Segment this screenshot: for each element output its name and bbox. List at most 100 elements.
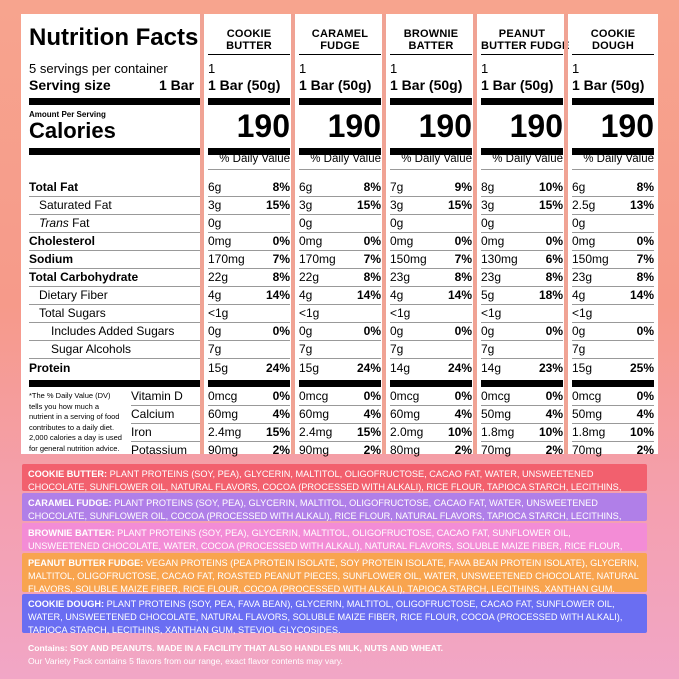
row-divider [29,322,201,323]
nutrient-amount: 15g [299,361,320,375]
row-divider [572,286,654,287]
column-divider [481,148,563,155]
row-divider [208,441,290,442]
row-divider [481,286,563,287]
daily-value-header: % Daily Value [492,153,563,165]
panel-title: Nutrition Facts [29,24,199,51]
row-divider [390,423,472,424]
column-divider [208,54,290,55]
flavor-name: COOKIE BUTTER [208,28,290,52]
nutrient-amount: 6g [208,180,222,194]
nutrient-percent: 8% [272,180,290,194]
row-divider [481,304,563,305]
ingredient-bar: BROWNIE BATTER: PLANT PROTEINS (SOY, PEA… [22,523,647,564]
row-divider [390,250,472,251]
nutrient-percent: 8% [636,270,654,284]
nutrient-percent: 0% [272,234,290,248]
micro-amount: 2.4mg [208,425,242,439]
column-divider [299,380,381,387]
row-divider [299,196,381,197]
nutrient-percent: 24% [356,361,381,375]
nutrient-amount: 150mg [572,252,609,266]
nutrient-percent: 14% [356,288,381,302]
nutrient-percent: 8% [363,180,381,194]
nutrient-label: Cholesterol [29,234,96,248]
row-divider [208,358,290,359]
column-divider [390,148,472,155]
nutrient-percent: 8% [363,270,381,284]
row-divider [572,405,654,406]
nutrient-percent: 7% [454,252,472,266]
row-divider [299,304,381,305]
nutrient-amount: 0g [572,216,586,230]
row-divider [481,358,563,359]
row-divider [572,268,654,269]
nutrient-percent: 15% [356,198,381,212]
micro-percent: 4% [454,407,472,421]
serving-size: 1 Bar (50g) [299,77,372,93]
nutrient-amount: 0g [390,216,404,230]
micro-percent: 2% [454,443,472,457]
row-divider [208,196,290,197]
column-divider [572,148,654,155]
row-divider [481,268,563,269]
nutrient-amount: 7g [390,180,404,194]
nutrient-percent: 15% [538,198,563,212]
row-divider [572,322,654,323]
micro-percent: 10% [447,425,472,439]
footnote-line: 2,000 calories a day is used [29,433,122,442]
micro-amount: 50mg [481,407,512,421]
column-divider [299,148,381,155]
daily-value-header: % Daily Value [219,153,290,165]
flavor-name: PEANUT BUTTER FUDGE [481,28,569,52]
micro-percent: 4% [272,407,290,421]
ingredient-flavor-name: COOKIE DOUGH: [28,599,105,609]
nutrient-percent: 8% [636,180,654,194]
row-divider [390,232,472,233]
row-divider [29,358,201,359]
nutrient-percent: 14% [629,288,654,302]
flavor-name-line: FUDGE [320,40,360,52]
micro-amount: 0mcg [572,389,602,403]
micro-label: Calcium [131,407,175,421]
flavor-name-line: BATTER [408,40,454,52]
column-separator [382,14,386,454]
servings-count: 1 [208,61,216,76]
row-divider [299,286,381,287]
micro-amount: 0mcg [299,389,329,403]
nutrient-amount: 0g [208,216,222,230]
nutrient-percent: 7% [272,252,290,266]
row-divider [572,304,654,305]
row-divider [208,214,290,215]
column-divider [299,169,381,170]
flavor-name-line: BUTTER [226,40,272,52]
row-divider [29,232,201,233]
micro-percent: 10% [629,425,654,439]
row-divider [131,423,201,424]
nutrient-percent: 15% [265,198,290,212]
row-divider [481,322,563,323]
row-divider [390,322,472,323]
nutrient-amount: 14g [390,361,411,375]
flavor-name-line: BROWNIE [403,28,459,40]
row-divider [299,250,381,251]
column-separator [473,14,477,454]
nutrient-amount: 5g [481,288,495,302]
micro-percent: 2% [363,443,381,457]
nutrient-label: Dietary Fiber [39,288,108,302]
column-divider [208,148,290,155]
row-divider [29,340,201,341]
ingredient-flavor-name: COOKIE BUTTER: [28,469,108,479]
row-divider [299,405,381,406]
row-divider [299,340,381,341]
ingredient-bar: COOKIE DOUGH: PLANT PROTEINS (SOY, PEA, … [22,594,647,635]
daily-value-header: % Daily Value [310,153,381,165]
ingredient-flavor-name: PEANUT BUTTER FUDGE: [28,558,144,568]
row-divider [299,214,381,215]
micro-amount: 90mg [208,443,239,457]
nutrient-amount: 22g [299,270,320,284]
nutrient-amount: 22g [208,270,229,284]
column-separator [200,14,204,454]
nutrient-amount: <1g [572,306,593,320]
column-divider [572,169,654,170]
